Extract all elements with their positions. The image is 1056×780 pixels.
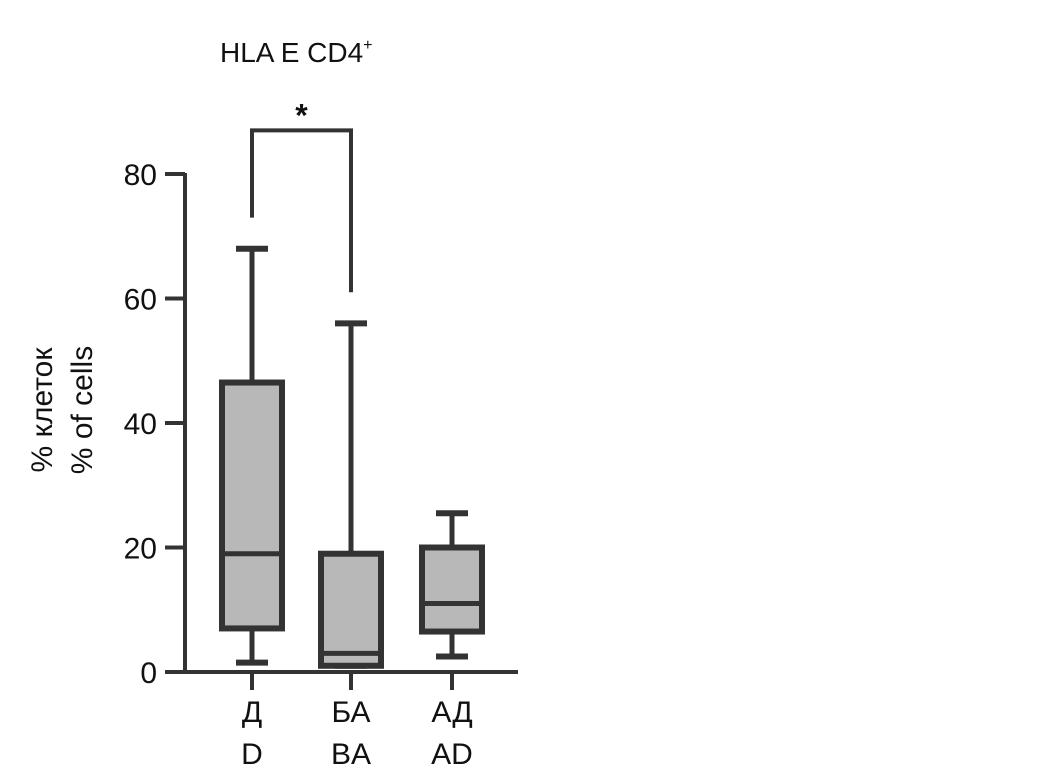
y-axis-label-line-1: % клеток	[26, 347, 59, 473]
y-tick-label-20: 20	[124, 533, 157, 566]
category-label-0-line-2: D	[241, 738, 263, 771]
y-tick-label-40: 40	[124, 408, 157, 441]
category-label-1-line-1: БА	[331, 696, 370, 729]
iqr-box-1	[318, 550, 384, 669]
box-1	[318, 320, 384, 669]
y-axis-label-line-2: % of cells	[66, 346, 99, 474]
chart-title: HLA E CD4+	[220, 37, 373, 68]
box-0	[219, 245, 285, 666]
axes: 0 20 40 60 80 ДD БА BA АД AD	[124, 159, 518, 771]
significance-bracket: *	[250, 97, 353, 293]
boxes	[219, 245, 485, 669]
significance-star: *	[295, 97, 308, 133]
iqr-box-2	[419, 544, 485, 635]
y-tick-label-0: 0	[140, 657, 157, 690]
chart-title-text: HLA E CD4	[220, 37, 363, 68]
significance-bracket-line	[250, 128, 353, 293]
y-axis-label: % клеток % of cells	[26, 346, 99, 474]
y-tick-label-80: 80	[124, 159, 157, 192]
category-label-1-line-2: BA	[331, 738, 371, 771]
category-label-2-line-1: АД	[431, 696, 472, 729]
box-2	[419, 510, 485, 660]
category-label-0-line-1: Д	[242, 696, 262, 729]
chart-title-superscript: +	[363, 37, 372, 54]
y-tick-label-60: 60	[124, 284, 157, 317]
category-label-2-line-2: AD	[431, 738, 473, 771]
iqr-box-0	[219, 379, 285, 632]
